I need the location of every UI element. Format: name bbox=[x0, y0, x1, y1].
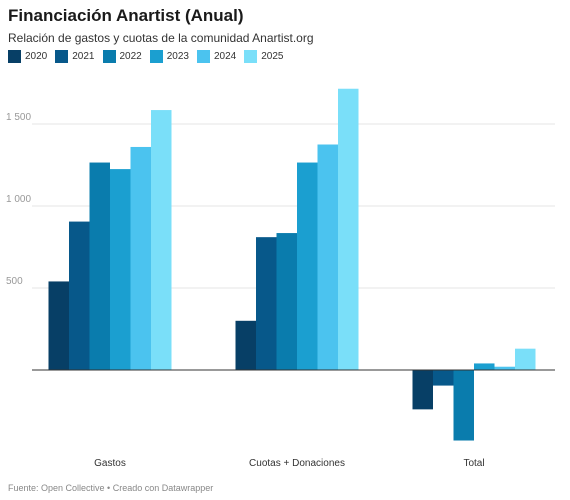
bar-2023-0 bbox=[110, 169, 131, 370]
legend-swatch-2021 bbox=[55, 50, 69, 63]
bar-2020-0 bbox=[48, 281, 69, 370]
legend-label-2023: 2023 bbox=[166, 51, 189, 62]
legend-label-2025: 2025 bbox=[261, 51, 284, 62]
bar-2022-1 bbox=[276, 233, 297, 370]
bar-2025-1 bbox=[338, 88, 359, 371]
category-label: Cuotas + Donaciones bbox=[249, 458, 345, 469]
bar-2021-1 bbox=[256, 237, 277, 370]
bar-2021-2 bbox=[433, 370, 454, 386]
bar-2022-2 bbox=[453, 370, 474, 441]
legend-swatch-2025 bbox=[244, 50, 258, 63]
legend-item-2023: 2023 bbox=[149, 50, 189, 63]
y-tick-label: 500 bbox=[6, 276, 23, 287]
legend-label-2021: 2021 bbox=[72, 51, 95, 62]
legend-item-2024: 2024 bbox=[197, 50, 236, 63]
chart-title: Financiación Anartist (Anual) bbox=[8, 6, 244, 25]
bar-2024-0 bbox=[130, 146, 151, 370]
bar-2020-2 bbox=[412, 370, 433, 410]
category-label: Total bbox=[463, 458, 484, 469]
bar-2025-0 bbox=[151, 110, 172, 370]
bar-2024-2 bbox=[494, 366, 515, 370]
chart-footer: Fuente: Open Collective • Creado con Dat… bbox=[8, 483, 214, 493]
chart-subtitle: Relación de gastos y cuotas de la comuni… bbox=[8, 31, 314, 45]
bar-2020-1 bbox=[235, 320, 256, 370]
legend-swatch-2020 bbox=[8, 50, 21, 63]
legend-label-2022: 2022 bbox=[119, 51, 142, 62]
bar-2023-2 bbox=[474, 363, 495, 370]
legend-label-2024: 2024 bbox=[214, 51, 237, 62]
y-tick-label: 1 500 bbox=[6, 112, 31, 123]
category-label: Gastos bbox=[94, 458, 126, 469]
legend-item-2022: 2022 bbox=[102, 50, 142, 63]
bar-2021-0 bbox=[69, 221, 90, 370]
y-tick-label: 1 000 bbox=[6, 194, 31, 205]
legend-swatch-2023 bbox=[149, 50, 163, 63]
bar-2024-1 bbox=[317, 144, 338, 370]
legend-swatch-2024 bbox=[197, 50, 210, 63]
bar-2025-2 bbox=[515, 348, 536, 370]
bar-2023-1 bbox=[297, 162, 318, 370]
legend-item-2021: 2021 bbox=[55, 50, 95, 63]
legend: 2020 2021 2022 2023 2024 2025 bbox=[8, 50, 284, 63]
bar-2022-0 bbox=[89, 162, 110, 370]
legend-label-2020: 2020 bbox=[25, 51, 48, 62]
legend-item-2025: 2025 bbox=[244, 50, 284, 63]
legend-swatch-2022 bbox=[102, 50, 116, 63]
legend-item-2020: 2020 bbox=[8, 50, 47, 63]
